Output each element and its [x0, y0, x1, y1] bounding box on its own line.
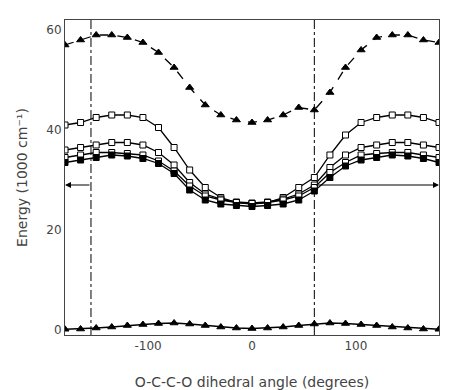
svg-text:40: 40	[46, 123, 61, 137]
svg-text:0: 0	[248, 339, 256, 353]
svg-text:60: 60	[46, 23, 61, 37]
svg-text:100: 100	[344, 339, 367, 353]
svg-text:O-C-C-O dihedral angle (degree: O-C-C-O dihedral angle (degrees)	[135, 374, 369, 390]
svg-text:-100: -100	[134, 339, 161, 353]
svg-text:20: 20	[46, 223, 61, 237]
svg-text:Energy (1000 cm⁻¹): Energy (1000 cm⁻¹)	[14, 108, 30, 247]
svg-text:0: 0	[54, 323, 62, 337]
